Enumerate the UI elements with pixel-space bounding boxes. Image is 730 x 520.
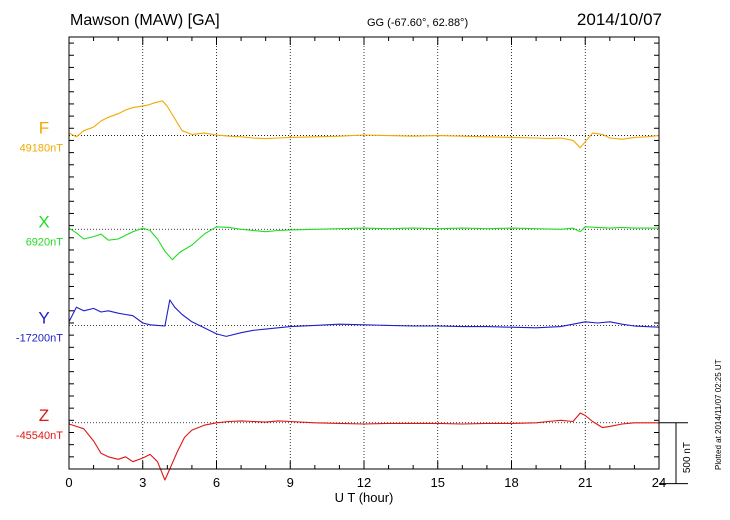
component-label-F: F	[39, 119, 49, 138]
baseline-value-X: 6920nT	[26, 236, 64, 248]
x-tick-label-21: 21	[578, 475, 592, 490]
scale-bar: 500 nT	[659, 422, 693, 485]
grid-layer	[142, 37, 586, 469]
baseline-layer	[69, 135, 659, 424]
station-title: Mawson (MAW) [GA]	[70, 12, 220, 29]
series-line-Z	[68, 412, 659, 481]
x-tick-label-18: 18	[504, 475, 518, 490]
series-line-F	[68, 100, 660, 149]
axis-layer: 0 3 6 9 12 15 18 21 24 U T (hour)	[65, 36, 666, 505]
component-label-Z: Z	[39, 406, 49, 425]
x-tick-label-24: 24	[652, 475, 666, 490]
component-label-X: X	[38, 212, 49, 231]
x-tick-label-15: 15	[431, 475, 445, 490]
label-layer: F 49180nT X 6920nT Y -17200nT Z -45540nT	[16, 119, 63, 442]
baseline-value-Y: -17200nT	[16, 332, 63, 344]
component-label-Y: Y	[38, 308, 49, 327]
series-layer	[68, 100, 660, 481]
x-tick-label-12: 12	[357, 475, 371, 490]
baseline-value-F: 49180nT	[20, 143, 64, 155]
x-tick-label-0: 0	[65, 475, 72, 490]
x-axis-label: U T (hour)	[335, 490, 394, 505]
x-tick-label-9: 9	[287, 475, 294, 490]
baseline-value-Z: -45540nT	[16, 430, 63, 442]
series-line-X	[68, 226, 659, 261]
station-coordinates: GG (-67.60°, 62.88°)	[367, 17, 469, 29]
x-tick-label-3: 3	[139, 475, 146, 490]
x-tick-label-6: 6	[213, 475, 220, 490]
plot-date: 2014/10/07	[576, 10, 662, 29]
series-line-Y	[68, 299, 660, 337]
scale-bar-label: 500 nT	[682, 442, 693, 473]
